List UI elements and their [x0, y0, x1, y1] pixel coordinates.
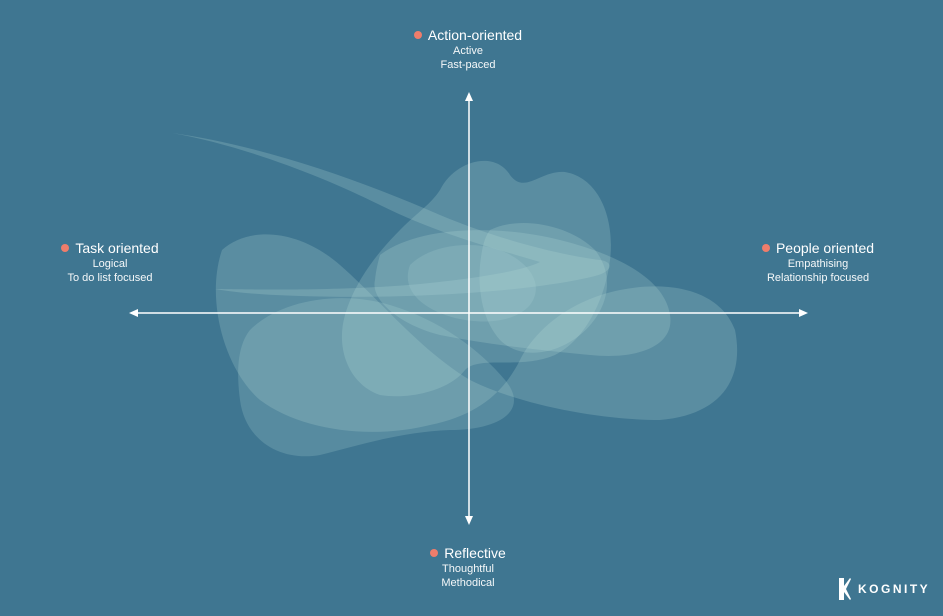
axis-title-top: Action-oriented	[427, 27, 523, 43]
axis-label-bottom: Reflective Thoughtful Methodical	[363, 544, 573, 590]
axis-subtitle-bottom-2: Methodical	[441, 577, 495, 589]
axis-label-top: Action-oriented Active Fast-paced	[363, 26, 573, 72]
kognity-k-icon	[839, 578, 851, 600]
blob-central	[341, 160, 611, 397]
blob-right-inner	[479, 222, 607, 353]
bullet-dot-icon	[61, 244, 70, 252]
axis-label-right: People oriented Empathising Relationship…	[728, 239, 908, 285]
axis-title-left: Task oriented	[75, 240, 159, 256]
blob-sweep	[172, 133, 610, 297]
blob-horizontal	[374, 230, 671, 356]
bullet-dot-icon	[430, 549, 439, 557]
bullet-dot-icon	[413, 31, 422, 39]
axis-subtitle-top-2: Fast-paced	[440, 59, 496, 71]
axis-title-right: People oriented	[775, 240, 875, 256]
axis-subtitle-top-1: Active	[453, 45, 483, 57]
axis-subtitle-bottom-1: Thoughtful	[442, 563, 494, 575]
axis-label-left: Task oriented Logical To do list focused	[20, 239, 200, 285]
blob-large	[215, 234, 738, 432]
axis-subtitle-left-1: Logical	[92, 258, 128, 270]
overlapping-blobs	[172, 133, 738, 457]
kognity-logo: KOGNITY	[838, 577, 930, 601]
axis-subtitle-right-1: Empathising	[787, 258, 849, 270]
axis-subtitle-right-2: Relationship focused	[766, 272, 870, 284]
axis-subtitle-left-2: To do list focused	[67, 272, 153, 284]
kognity-wordmark: KOGNITY	[858, 582, 931, 596]
blob-lower-left	[238, 298, 514, 457]
bullet-dot-icon	[761, 244, 770, 252]
axes	[129, 92, 808, 525]
axis-title-bottom: Reflective	[444, 545, 506, 561]
